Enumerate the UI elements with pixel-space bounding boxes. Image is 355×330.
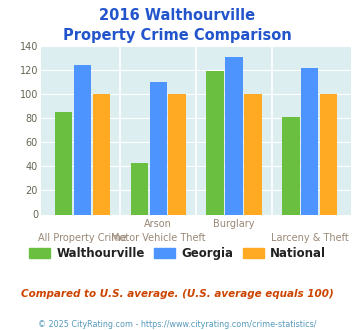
Text: All Property Crime: All Property Crime [38,233,127,243]
Bar [282,117,300,214]
Text: Burglary: Burglary [213,219,255,229]
Bar [320,94,338,214]
Text: Larceny & Theft: Larceny & Theft [271,233,349,243]
Bar [225,57,243,215]
Text: Compared to U.S. average. (U.S. average equals 100): Compared to U.S. average. (U.S. average … [21,289,334,299]
Bar [93,94,110,214]
Text: Property Crime Comparison: Property Crime Comparison [63,28,292,43]
Text: Arson: Arson [144,219,172,229]
Bar [244,94,262,214]
Bar [74,65,91,214]
Text: © 2025 CityRating.com - https://www.cityrating.com/crime-statistics/: © 2025 CityRating.com - https://www.city… [38,320,317,329]
Legend: Walthourville, Georgia, National: Walthourville, Georgia, National [29,247,326,260]
Bar [149,82,167,214]
Bar [131,163,148,214]
Text: 2016 Walthourville: 2016 Walthourville [99,8,256,23]
Bar [301,68,318,214]
Text: Motor Vehicle Theft: Motor Vehicle Theft [111,233,206,243]
Bar [206,72,224,214]
Bar [55,112,72,214]
Bar [169,94,186,214]
